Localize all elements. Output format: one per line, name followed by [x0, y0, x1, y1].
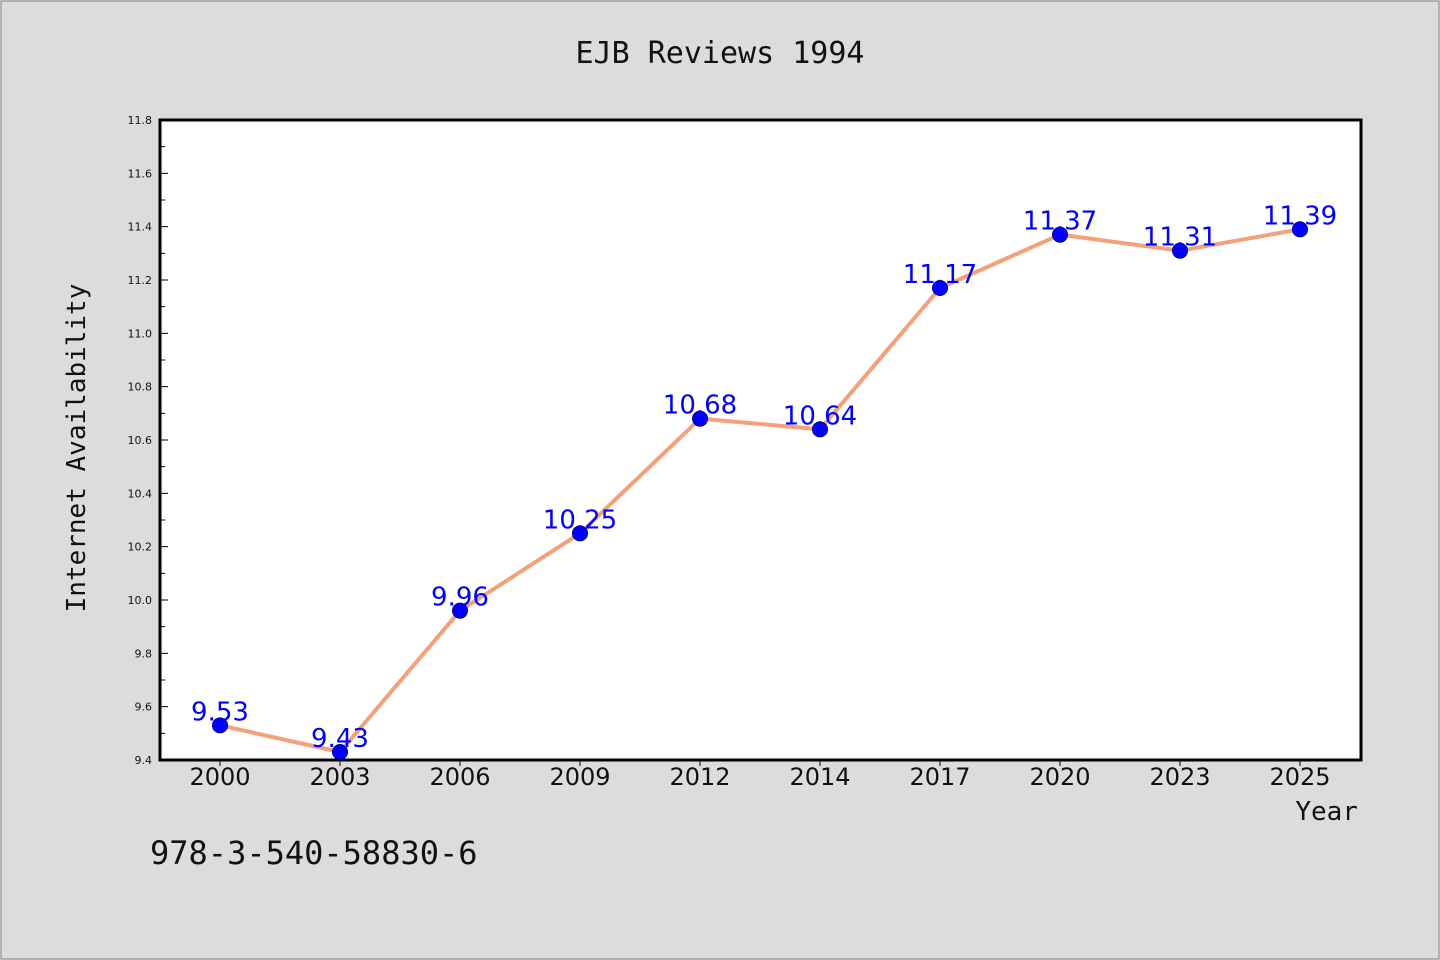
- data-point: [1292, 221, 1308, 238]
- x-tick-label: 2003: [309, 763, 370, 791]
- data-label: 11.37: [1023, 207, 1097, 237]
- y-tick-label: 9.4: [135, 754, 153, 767]
- data-label: 11.39: [1263, 201, 1337, 231]
- data-point: [1172, 242, 1188, 259]
- y-tick-label: 10.8: [128, 381, 153, 394]
- y-tick-label: 10.2: [128, 541, 153, 554]
- y-tick-label: 11.6: [128, 167, 153, 180]
- x-tick-label: 2006: [429, 763, 490, 791]
- x-tick-label: 2009: [549, 763, 610, 791]
- data-point: [212, 717, 228, 734]
- data-point: [452, 602, 468, 619]
- x-tick-label: 2017: [909, 763, 970, 791]
- data-label: 10.68: [663, 391, 737, 421]
- data-point: [332, 744, 348, 760]
- x-axis: 2000 2003 2006 2009 2012 2014 2017 2020 2023 2025: [189, 760, 1331, 791]
- plot-area: [158, 118, 1363, 762]
- y-axis-label: Internet Availability: [62, 284, 92, 613]
- data-point: [572, 525, 588, 542]
- data-label: 9.96: [431, 583, 489, 613]
- y-axis: 9.4 9.6 9.8 10.0 10.2 10.4 10.6 10.8 11.0 11.2 11.…: [128, 114, 168, 767]
- y-tick-label: 10.6: [128, 434, 153, 447]
- x-tick-label: 2020: [1029, 763, 1090, 791]
- data-point: [932, 280, 948, 296]
- y-tick-label: 11.2: [128, 274, 153, 287]
- x-tick-label: 2025: [1269, 763, 1330, 791]
- y-tick-label: 9.8: [135, 647, 153, 660]
- y-tick-label: 11.4: [128, 221, 153, 234]
- data-label: 9.53: [191, 697, 249, 727]
- y-tick-label: 11.8: [128, 114, 153, 127]
- chart-title: EJB Reviews 1994: [576, 36, 865, 71]
- data-label: 11.31: [1143, 223, 1217, 253]
- data-point: [1052, 226, 1068, 243]
- data-label: 10.25: [543, 505, 617, 535]
- data-labels: 9.53 9.43 9.96 10.25 10.68 10.64 11.17 11.37 11.…: [191, 201, 1337, 754]
- data-label: 9.43: [311, 724, 369, 754]
- x-tick-label: 2000: [189, 763, 250, 791]
- data-point: [692, 410, 708, 427]
- y-tick-label: 10.0: [128, 594, 153, 607]
- series-line: [218, 227, 1302, 754]
- x-tick-label: 2012: [669, 763, 730, 791]
- x-tick-label: 2023: [1149, 763, 1210, 791]
- data-label: 10.64: [783, 401, 857, 431]
- data-point: [812, 421, 828, 438]
- y-tick-label: 9.6: [135, 701, 153, 714]
- series-markers: [212, 221, 1308, 760]
- x-axis-label: Year: [1295, 797, 1358, 827]
- y-tick-label: 10.4: [128, 487, 153, 500]
- series-line-group: [218, 227, 1302, 754]
- x-tick-label: 2014: [789, 763, 850, 791]
- data-label: 11.17: [903, 260, 977, 290]
- y-tick-label: 11.0: [128, 327, 153, 340]
- footer-isbn: 978-3-540-58830-6: [150, 834, 478, 872]
